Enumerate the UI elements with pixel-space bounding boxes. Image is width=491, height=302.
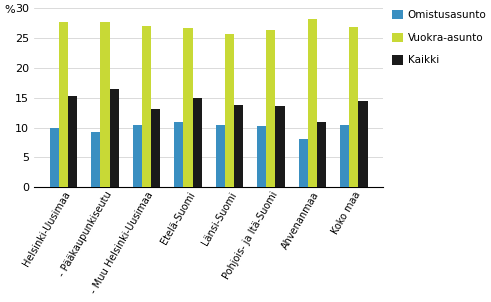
Bar [91, 132, 101, 187]
Bar [142, 26, 151, 187]
Bar [192, 98, 202, 187]
Bar [50, 128, 59, 187]
Bar [174, 122, 184, 187]
Bar [101, 22, 109, 187]
Bar [317, 122, 326, 187]
Bar [59, 22, 68, 187]
Bar [275, 106, 285, 187]
Bar [267, 30, 275, 187]
Bar [234, 105, 243, 187]
Bar [358, 101, 368, 187]
Legend: Omistusasunto, Vuokra-asunto, Kaikki: Omistusasunto, Vuokra-asunto, Kaikki [392, 10, 487, 66]
Bar [151, 109, 160, 187]
Bar [216, 125, 225, 187]
Bar [340, 125, 349, 187]
Bar [299, 139, 308, 187]
Bar [225, 34, 234, 187]
Bar [68, 96, 77, 187]
Y-axis label: %: % [4, 5, 15, 14]
Bar [349, 27, 358, 187]
Bar [184, 28, 192, 187]
Bar [308, 19, 317, 187]
Bar [133, 124, 142, 187]
Bar [257, 126, 267, 187]
Bar [109, 89, 119, 187]
